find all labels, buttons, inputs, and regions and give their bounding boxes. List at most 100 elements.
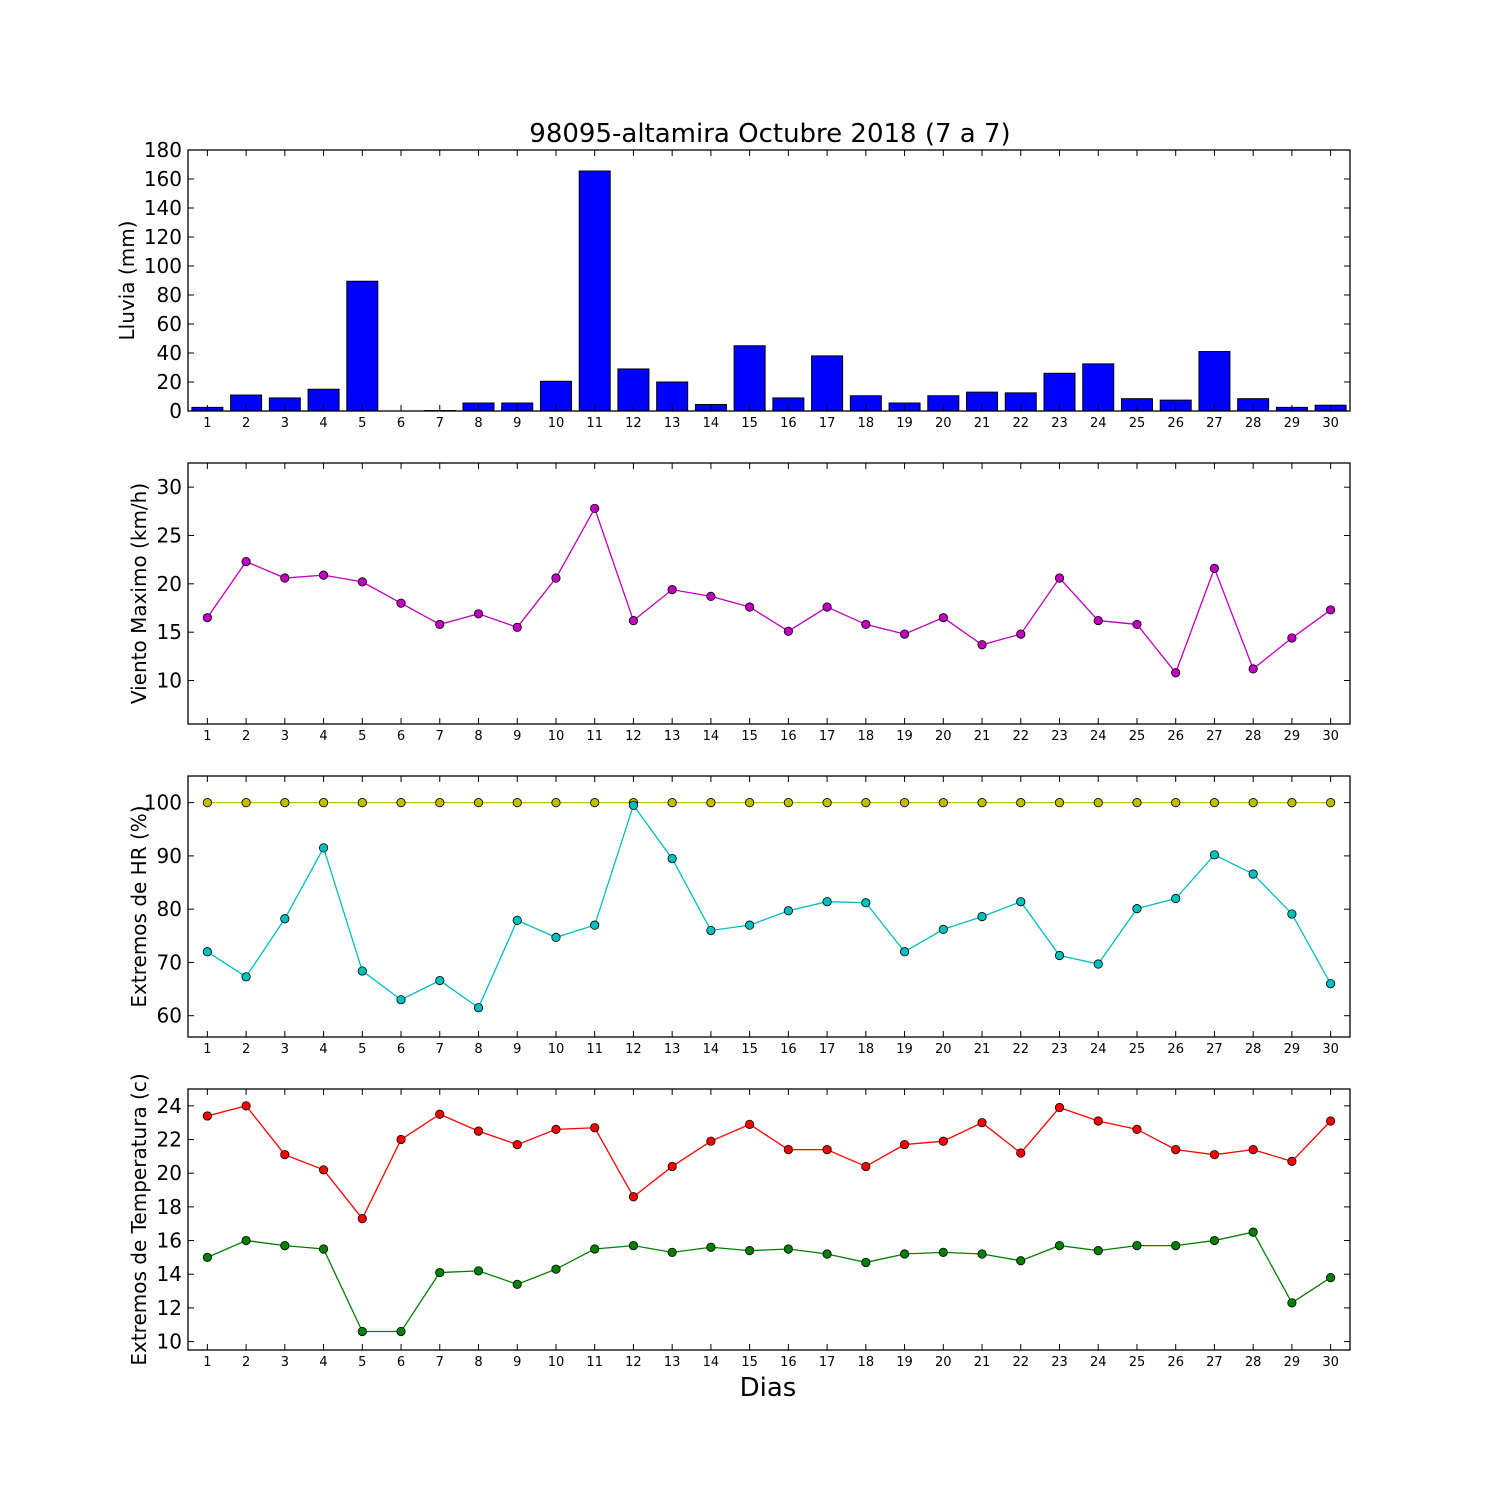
point-temperatura-1-day-24: [1093, 1116, 1103, 1126]
x-tick-label-viento-25: 25: [1129, 729, 1146, 744]
series-line-viento-1: [206, 506, 1332, 675]
point-hr-1-day-21: [977, 798, 987, 808]
x-tick-label-viento-23: 23: [1051, 729, 1068, 744]
x-tick-label-viento-4: 4: [319, 729, 327, 744]
x-tick-label-lluvia-8: 8: [474, 416, 482, 431]
point-temperatura-1-day-4: [318, 1165, 329, 1175]
point-temperatura-1-day-12: [628, 1192, 639, 1202]
x-tick-label-temperatura-19: 19: [896, 1355, 913, 1370]
point-hr-2-day-17: [822, 897, 832, 907]
point-temperatura-1-day-23: [1054, 1102, 1065, 1113]
x-tick-label-viento-5: 5: [358, 729, 366, 744]
point-temperatura-1-day-20: [938, 1136, 948, 1146]
y-tick-label-temperatura-12: 12: [157, 1296, 182, 1320]
x-tick-label-viento-16: 16: [780, 729, 797, 744]
point-hr-1-day-20: [938, 798, 948, 808]
x-tick-label-viento-7: 7: [436, 729, 444, 744]
x-tick-label-viento-28: 28: [1245, 729, 1262, 744]
point-temperatura-2-day-8: [473, 1266, 484, 1276]
point-viento-1-day-7: [435, 619, 445, 630]
bar-lluvia-day-11: [578, 170, 611, 412]
y-axis-label-hr: Extremos de HR (%): [127, 805, 151, 1007]
x-tick-label-viento-21: 21: [974, 729, 991, 744]
y-axis-label-temperatura: Extremos de Temperatura (c): [127, 1073, 151, 1365]
point-temperatura-1-day-7: [435, 1109, 445, 1119]
y-tick-label-viento-25: 25: [157, 524, 182, 548]
x-tick-label-hr-25: 25: [1129, 1042, 1146, 1057]
x-tick-label-lluvia-14: 14: [703, 416, 720, 431]
point-viento-1-day-26: [1171, 668, 1181, 678]
point-hr-2-day-13: [667, 853, 677, 864]
point-temperatura-1-day-26: [1171, 1145, 1181, 1155]
x-tick-label-temperatura-24: 24: [1090, 1355, 1107, 1370]
point-hr-1-day-8: [473, 798, 484, 808]
x-tick-label-temperatura-18: 18: [858, 1355, 875, 1370]
point-hr-1-day-9: [512, 798, 522, 808]
x-tick-label-temperatura-6: 6: [397, 1355, 405, 1370]
x-tick-label-lluvia-22: 22: [1012, 416, 1029, 431]
point-temperatura-1-day-9: [512, 1139, 522, 1150]
point-hr-2-day-14: [706, 925, 716, 936]
point-hr-2-day-20: [938, 924, 948, 935]
point-hr-2-day-6: [396, 995, 406, 1005]
x-tick-label-viento-24: 24: [1090, 729, 1107, 744]
x-tick-label-lluvia-1: 1: [203, 416, 211, 431]
x-tick-label-hr-20: 20: [935, 1042, 952, 1057]
x-tick-label-viento-8: 8: [474, 729, 482, 744]
x-tick-label-hr-1: 1: [203, 1042, 211, 1057]
point-hr-1-day-4: [318, 798, 329, 808]
point-hr-2-day-11: [590, 920, 600, 930]
x-tick-label-lluvia-3: 3: [281, 416, 289, 431]
point-temperatura-2-day-10: [551, 1264, 561, 1274]
x-tick-label-hr-7: 7: [436, 1042, 444, 1057]
x-tick-label-viento-30: 30: [1322, 729, 1339, 744]
point-hr-1-day-14: [706, 798, 716, 808]
point-hr-1-day-16: [783, 798, 793, 808]
point-temperatura-2-day-6: [396, 1326, 406, 1337]
x-tick-label-temperatura-7: 7: [436, 1355, 444, 1370]
point-viento-1-day-11: [590, 503, 600, 514]
point-hr-2-day-23: [1054, 950, 1065, 961]
point-temperatura-2-day-22: [1016, 1256, 1026, 1266]
y-tick-label-viento-15: 15: [157, 620, 182, 644]
point-temperatura-1-day-19: [899, 1139, 910, 1150]
point-temperatura-2-day-16: [783, 1244, 793, 1254]
point-hr-2-day-21: [977, 912, 987, 922]
point-hr-2-day-29: [1287, 909, 1297, 919]
x-tick-label-hr-19: 19: [896, 1042, 913, 1057]
x-tick-label-temperatura-29: 29: [1284, 1355, 1301, 1370]
point-hr-2-day-9: [512, 915, 522, 925]
point-temperatura-2-day-7: [435, 1267, 445, 1278]
point-viento-1-day-8: [473, 609, 484, 619]
point-hr-2-day-27: [1209, 850, 1220, 860]
x-tick-label-hr-15: 15: [741, 1042, 758, 1057]
x-tick-label-viento-1: 1: [203, 729, 211, 744]
point-hr-1-day-3: [280, 798, 290, 808]
series-line-hr-2: [207, 803, 1332, 1009]
x-tick-label-temperatura-13: 13: [664, 1355, 681, 1370]
y-tick-label-hr-80: 80: [157, 897, 182, 921]
point-hr-1-day-1: [202, 798, 212, 808]
x-tick-label-hr-21: 21: [974, 1042, 991, 1057]
x-tick-label-viento-9: 9: [513, 729, 521, 744]
point-hr-1-day-15: [745, 798, 755, 808]
point-viento-1-day-1: [202, 613, 212, 623]
bar-lluvia-day-15: [733, 345, 766, 412]
point-viento-1-day-4: [318, 570, 329, 580]
x-tick-label-hr-22: 22: [1012, 1042, 1029, 1057]
point-viento-1-day-22: [1016, 629, 1026, 639]
y-tick-label-temperatura-16: 16: [157, 1229, 182, 1253]
bar-lluvia-day-23: [1043, 372, 1076, 412]
x-tick-label-viento-26: 26: [1167, 729, 1184, 744]
point-temperatura-2-day-28: [1248, 1227, 1258, 1237]
x-tick-label-hr-5: 5: [358, 1042, 366, 1057]
x-tick-label-temperatura-17: 17: [819, 1355, 836, 1370]
point-temperatura-2-day-27: [1209, 1235, 1220, 1246]
point-temperatura-2-day-24: [1093, 1246, 1103, 1256]
y-tick-label-lluvia-100: 100: [144, 254, 182, 278]
y-axis-label-viento: Viento Maximo (km/h): [127, 483, 151, 704]
series-line-temperatura-1: [207, 1105, 1332, 1220]
y-tick-label-lluvia-140: 140: [144, 196, 182, 220]
bar-lluvia-day-12: [617, 368, 650, 412]
x-tick-label-temperatura-14: 14: [703, 1355, 720, 1370]
